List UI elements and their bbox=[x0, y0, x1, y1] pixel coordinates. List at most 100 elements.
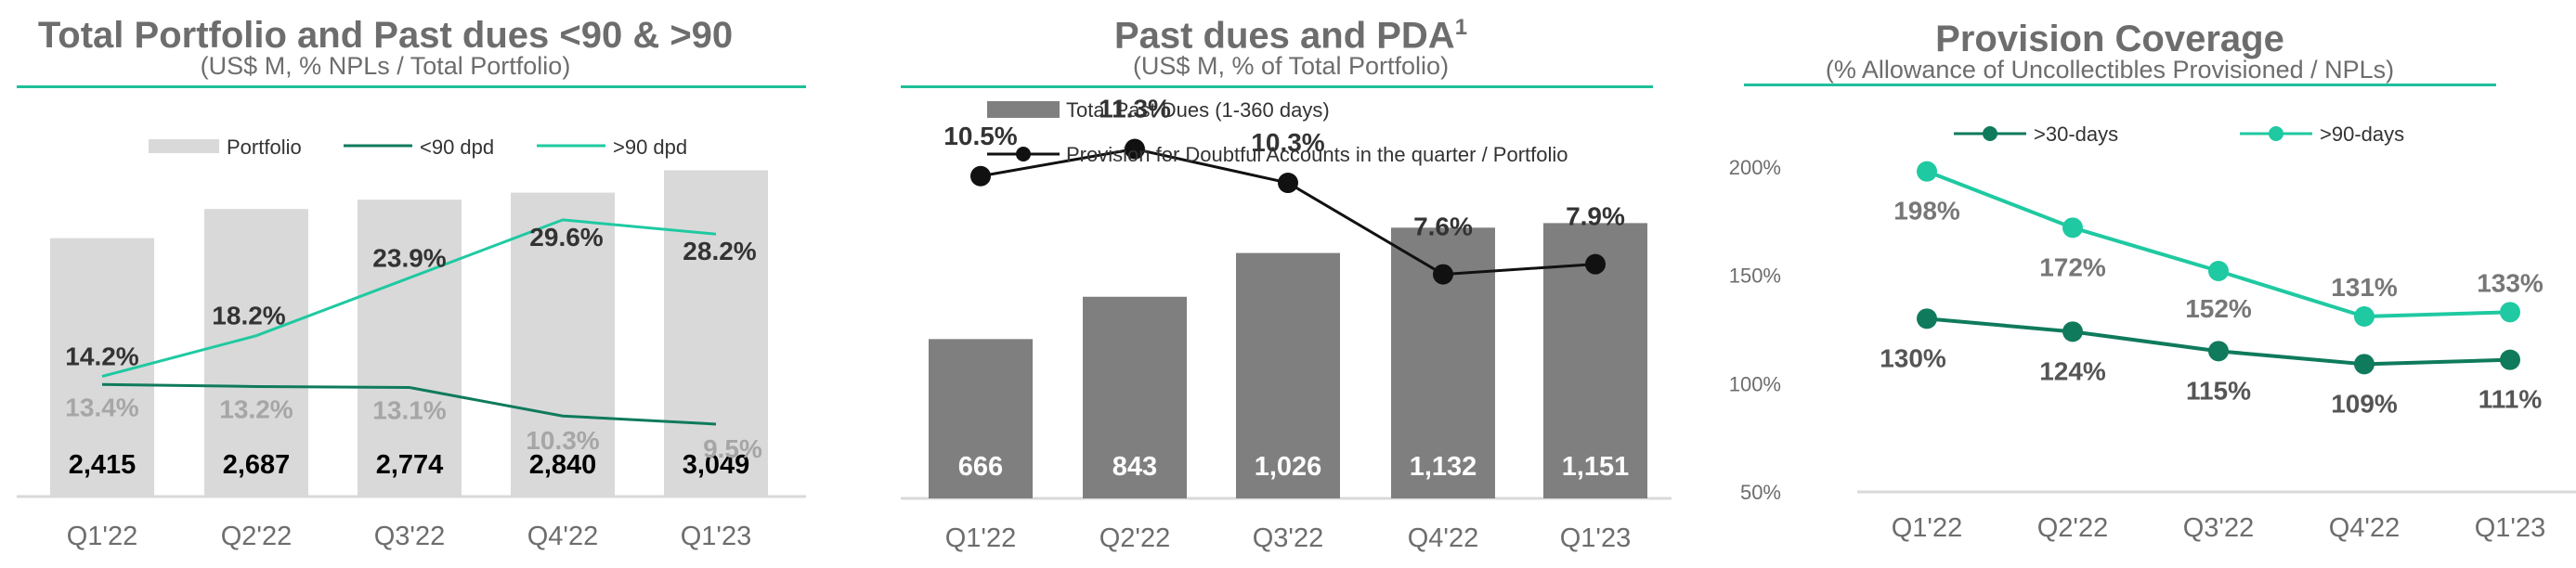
over30-marker bbox=[1917, 308, 1937, 329]
gt90-value-label: 14.2% bbox=[65, 342, 138, 371]
pda-value-label: 11.3% bbox=[1099, 95, 1171, 123]
gt90-line bbox=[101, 218, 717, 378]
portfolio-value-label: 2,840 bbox=[529, 450, 597, 480]
past-dues-pda-chart: 666 Q1'22 843 Q2'22 1,026 Q3'22 1,132 Q4'22 1,15… bbox=[901, 95, 1672, 553]
legend-over30-label: >30-days bbox=[2034, 123, 2118, 146]
past-dues-value-label: 1,026 bbox=[1255, 452, 1322, 482]
gt90-value-label: 23.9% bbox=[372, 243, 446, 272]
gt90-value-label: 18.2% bbox=[212, 302, 285, 330]
portfolio-value-label: 2,687 bbox=[223, 450, 291, 480]
past-dues-value-label: 843 bbox=[1112, 452, 1157, 482]
x-tick-label: Q2'22 bbox=[1099, 523, 1170, 553]
title-underline bbox=[17, 85, 806, 88]
portfolio-bar bbox=[204, 209, 308, 497]
portfolio-bar bbox=[664, 170, 768, 497]
gt90-value-label: 29.6% bbox=[529, 223, 603, 252]
portfolio-bar bbox=[358, 200, 462, 497]
over90-marker bbox=[2500, 302, 2520, 323]
x-tick-label: Q3'22 bbox=[2183, 513, 2254, 543]
x-tick-label: Q1'23 bbox=[2475, 513, 2545, 543]
pda-marker bbox=[1125, 138, 1145, 160]
over90-marker bbox=[2062, 217, 2083, 239]
over90-value-label: 133% bbox=[2477, 268, 2543, 297]
legend-gt90-label: >90 dpd bbox=[613, 136, 687, 159]
pda-value-label: 10.5% bbox=[943, 122, 1017, 150]
x-tick-label: Q1'22 bbox=[1892, 513, 1962, 543]
pda-marker bbox=[1585, 253, 1606, 275]
pda-marker bbox=[1278, 173, 1298, 194]
gt90-value-label: 28.2% bbox=[683, 237, 756, 265]
lt90-value-label: 10.3% bbox=[526, 426, 599, 455]
over90-marker bbox=[1917, 161, 1937, 182]
lt90-line bbox=[101, 382, 717, 426]
legend-pda-marker bbox=[1016, 147, 1031, 161]
lt90-value-label: 13.2% bbox=[219, 394, 293, 423]
portfolio-value-label: 3,049 bbox=[683, 450, 750, 480]
x-tick-label: Q1'22 bbox=[67, 522, 137, 551]
footnote-marker: 1 bbox=[1454, 15, 1468, 40]
portfolio-past-dues-chart: 2,415 Q1'22 2,687 Q2'22 2,774 Q3'22 2,840 Q4'22… bbox=[17, 136, 806, 551]
pda-marker bbox=[1433, 264, 1453, 285]
provision-coverage-chart: 200% 150% 100% 50% Q1'22 Q2'22 Q3'22 Q4'22 Q1'23… bbox=[1729, 123, 2576, 543]
title-underline bbox=[901, 85, 1653, 88]
legend-past-dues-swatch bbox=[987, 101, 1060, 118]
over90-value-label: 131% bbox=[2331, 273, 2398, 302]
legend-lt90-label: <90 dpd bbox=[420, 136, 494, 159]
legend-over30-marker bbox=[1983, 126, 1997, 141]
x-tick-label: Q1'23 bbox=[681, 522, 751, 551]
chart-subtitle: (US$ M, % of Total Portfolio) bbox=[1132, 52, 1450, 80]
legend-over90-label: >90-days bbox=[2320, 123, 2404, 146]
x-tick-label: Q1'22 bbox=[945, 523, 1016, 553]
past-dues-value-label: 1,132 bbox=[1410, 452, 1477, 482]
portfolio-value-label: 2,774 bbox=[376, 450, 444, 480]
chart-subtitle: (% Allowance of Uncollectibles Provision… bbox=[1825, 56, 2395, 84]
over90-value-label: 198% bbox=[1893, 197, 1960, 226]
x-tick-label: Q4'22 bbox=[2329, 513, 2400, 543]
over30-value-label: 124% bbox=[2039, 356, 2106, 385]
y-tick-label: 150% bbox=[1729, 265, 1781, 288]
title-underline bbox=[1744, 84, 2496, 86]
y-tick-label: 50% bbox=[1740, 481, 1781, 504]
chart-title: Provision Coverage bbox=[1935, 19, 2284, 59]
chart-title-text: Past dues and PDA bbox=[1113, 15, 1455, 57]
past-dues-pda-panel: Past dues and PDA1 (US$ M, % of Total Po… bbox=[891, 0, 1672, 568]
x-tick-label: Q4'22 bbox=[527, 522, 598, 551]
over30-marker bbox=[2208, 341, 2229, 362]
past-dues-value-label: 1,151 bbox=[1562, 452, 1630, 482]
past-dues-bar bbox=[929, 339, 1033, 498]
x-tick-label: Q3'22 bbox=[1253, 523, 1323, 553]
past-dues-bar bbox=[1236, 252, 1340, 498]
y-tick-label: 100% bbox=[1729, 372, 1781, 395]
over30-value-label: 115% bbox=[2186, 376, 2251, 405]
over90-marker bbox=[2208, 261, 2229, 281]
x-tick-label: Q2'22 bbox=[221, 522, 292, 551]
over30-marker bbox=[2062, 321, 2083, 342]
portfolio-chart-panel: Total Portfolio and Past dues <90 & >90 … bbox=[0, 0, 836, 568]
pda-value-label: 7.6% bbox=[1413, 213, 1473, 241]
x-tick-label: Q1'23 bbox=[1560, 523, 1631, 553]
legend-past-dues-label: Total Past Dues (1-360 days) bbox=[1066, 98, 1330, 122]
x-tick-label: Q2'22 bbox=[2037, 513, 2108, 543]
lt90-value-label: 13.1% bbox=[372, 396, 446, 425]
x-tick-label: Q4'22 bbox=[1408, 523, 1478, 553]
over30-value-label: 109% bbox=[2331, 389, 2398, 418]
legend-over90-marker bbox=[2269, 126, 2283, 141]
past-dues-bar bbox=[1083, 296, 1187, 498]
y-tick-label: 200% bbox=[1729, 156, 1781, 179]
over90-value-label: 152% bbox=[2185, 294, 2252, 323]
over30-value-label: 111% bbox=[2478, 385, 2543, 414]
x-tick-label: Q3'22 bbox=[374, 522, 445, 551]
portfolio-bar bbox=[511, 192, 615, 497]
legend-portfolio-label: Portfolio bbox=[227, 136, 302, 159]
past-dues-value-label: 666 bbox=[958, 452, 1003, 482]
chart-title: Total Portfolio and Past dues <90 & >90 bbox=[37, 15, 734, 56]
legend-pda-label: Provision for Doubtful Accounts in the q… bbox=[1066, 143, 1568, 166]
legend-portfolio-swatch bbox=[149, 139, 219, 153]
over30-marker bbox=[2500, 349, 2520, 370]
over90-marker bbox=[2354, 306, 2374, 327]
pda-value-label: 10.3% bbox=[1251, 128, 1324, 157]
portfolio-value-label: 2,415 bbox=[69, 450, 137, 480]
pda-value-label: 7.9% bbox=[1566, 202, 1625, 231]
over90-value-label: 172% bbox=[2039, 252, 2106, 281]
lt90-value-label: 9.5% bbox=[703, 434, 762, 463]
